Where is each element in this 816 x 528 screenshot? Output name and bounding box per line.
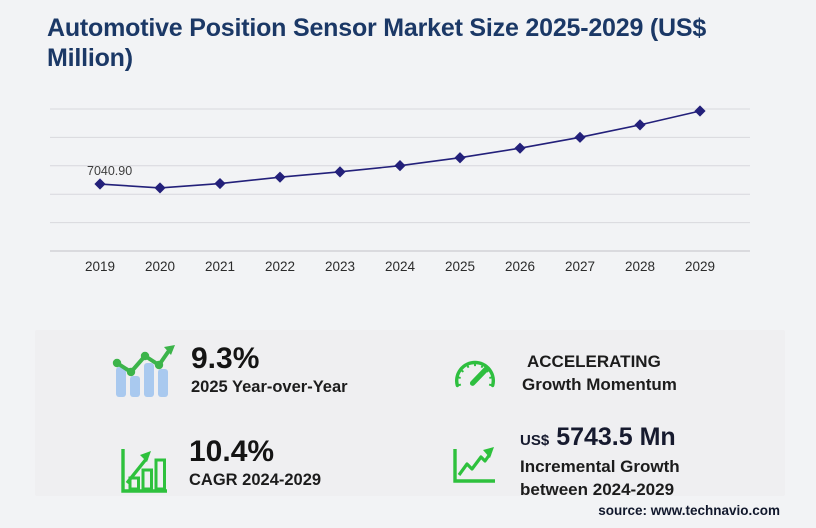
trend-bars-icon <box>112 345 175 397</box>
momentum-label: Growth Momentum <box>522 375 677 395</box>
x-tick-label: 2020 <box>145 259 175 274</box>
source-credit: source: www.technavio.com <box>598 503 780 518</box>
data-point-diamond <box>694 105 706 117</box>
stat-cagr: 10.4% CAGR 2024-2029 <box>115 436 322 498</box>
cagr-value: 10.4% <box>189 435 275 468</box>
x-tick-label: 2019 <box>85 259 115 274</box>
x-tick-label: 2026 <box>505 259 535 274</box>
yoy-label: 2025 Year-over-Year <box>191 377 348 396</box>
stat-incremental: US$ 5743.5 Mn Incremental Growth between… <box>450 423 680 502</box>
data-point-label: 7040.90 <box>87 164 132 178</box>
x-tick-label: 2021 <box>205 259 235 274</box>
line-growth-icon <box>453 447 495 483</box>
data-point-diamond <box>274 171 286 183</box>
data-point-diamond <box>334 166 346 178</box>
incremental-currency: US$ <box>520 432 550 449</box>
x-tick-label: 2022 <box>265 259 295 274</box>
gauge-icon <box>455 360 495 388</box>
page-title: Automotive Position Sensor Market Size 2… <box>47 14 707 72</box>
data-point-diamond <box>214 177 226 190</box>
cagr-label: CAGR 2024-2029 <box>189 470 322 489</box>
incremental-value: 5743.5 Mn <box>556 423 676 451</box>
x-tick-label: 2024 <box>385 259 416 274</box>
market-line-chart: 2019 2020 2021 2022 2023 2024 2025 2026 2027 2028… <box>50 105 750 274</box>
data-point-diamond <box>454 152 466 164</box>
x-tick-label: 2023 <box>325 259 355 274</box>
stat-momentum: ACCELERATING Growth Momentum <box>450 350 677 397</box>
bar-chart-arrow-icon <box>121 449 167 493</box>
stat-yoy: 9.3% 2025 Year-over-Year <box>111 343 348 399</box>
momentum-value: ACCELERATING <box>527 352 661 371</box>
x-tick-label: 2027 <box>565 259 595 274</box>
data-point-diamond <box>394 160 406 172</box>
data-point-diamond <box>514 142 526 154</box>
x-tick-label: 2028 <box>625 259 655 274</box>
data-point-diamond <box>94 178 106 190</box>
stats-panel: 9.3% 2025 Year-over-Year 10.4% CAGR 2024… <box>35 330 785 499</box>
incremental-label-line2: between 2024-2029 <box>520 480 675 500</box>
x-tick-label: 2029 <box>685 259 715 274</box>
market-size-line <box>99 110 701 189</box>
data-point-diamond <box>154 182 166 194</box>
x-tick-label: 2025 <box>445 259 475 274</box>
data-point-diamond <box>634 119 646 131</box>
data-point-diamond <box>574 131 586 143</box>
yoy-value: 9.3% <box>191 342 260 375</box>
incremental-label-line1: Incremental Growth <box>520 457 680 476</box>
